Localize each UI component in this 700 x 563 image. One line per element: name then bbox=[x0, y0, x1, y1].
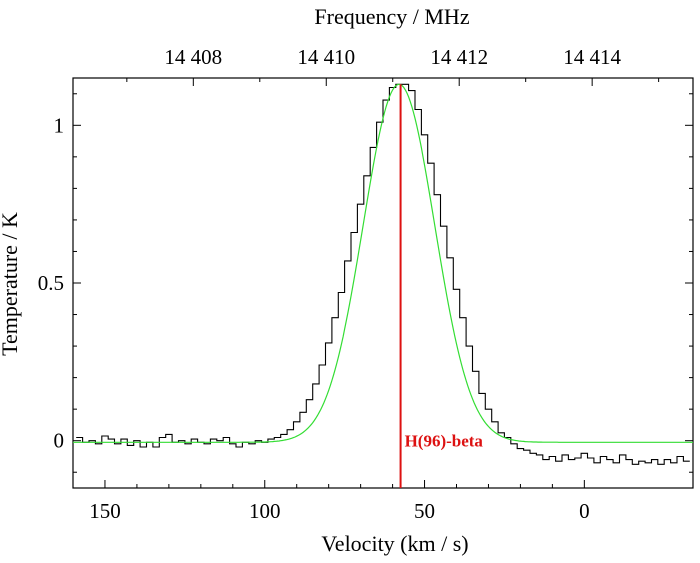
x-axis-title: Velocity (km / s) bbox=[321, 531, 468, 556]
bottom-axis: 150 100 50 0 bbox=[72, 480, 590, 523]
y-tick-label: 0 bbox=[54, 429, 65, 453]
top-axis: 14 408 14 410 14 412 14 414 bbox=[126, 45, 660, 86]
observed-spectrum-line bbox=[76, 83, 690, 465]
top-tick-label: 14 410 bbox=[297, 45, 355, 69]
top-axis-title: Frequency / MHz bbox=[314, 4, 469, 29]
plot-frame bbox=[72, 77, 694, 489]
x-tick-label: 100 bbox=[249, 499, 281, 523]
y-axis-title: Temperature / K bbox=[0, 212, 22, 356]
line-marker-label: H(96)-beta bbox=[405, 431, 484, 450]
x-tick-label: 0 bbox=[579, 499, 590, 523]
gaussian-fit-line bbox=[73, 83, 693, 443]
left-axis: 00.51 bbox=[38, 93, 693, 473]
series-layer bbox=[73, 83, 693, 465]
y-tick-label: 1 bbox=[54, 113, 65, 137]
annotation-layer: H(96)-beta bbox=[399, 84, 484, 488]
y-tick-label: 0.5 bbox=[38, 271, 64, 295]
x-tick-label: 50 bbox=[414, 499, 435, 523]
top-tick-label: 14 412 bbox=[430, 45, 488, 69]
top-tick-label: 14 408 bbox=[164, 45, 222, 69]
top-tick-label: 14 414 bbox=[563, 45, 621, 69]
x-tick-label: 150 bbox=[89, 499, 121, 523]
